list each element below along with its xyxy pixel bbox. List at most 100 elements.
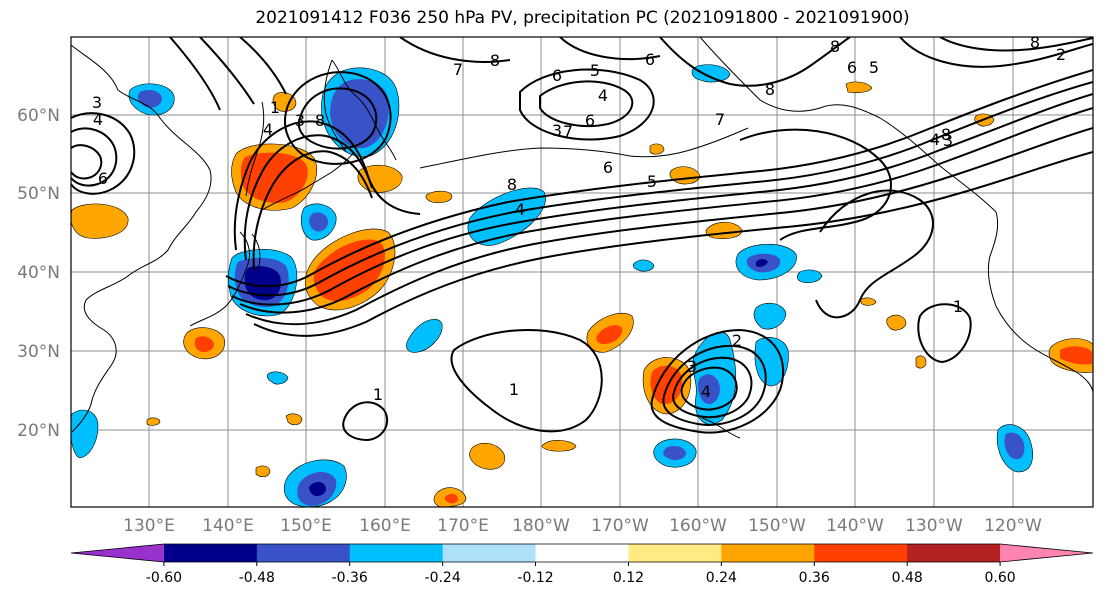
pv-contour-one (739, 128, 892, 241)
pv-contour-one (342, 401, 389, 442)
lon-label: 120°W (984, 516, 1042, 536)
colorbar-bin (71, 544, 164, 562)
precip-patch (1060, 346, 1092, 365)
precip-patch (754, 337, 789, 387)
colorbar-tick-label: -0.24 (425, 570, 461, 586)
colorbar-tick-label: 0.36 (799, 570, 830, 586)
sakhalin-coastline (245, 101, 265, 197)
colorbar-bin (163, 544, 258, 562)
colorbar-tick-label: -0.60 (146, 570, 182, 586)
contour-label: 2 (732, 331, 742, 350)
lon-label: 130°W (905, 516, 963, 536)
colorbar-bin (349, 544, 444, 562)
colorbar-bin (907, 544, 1001, 562)
pv-contour-upper (239, 37, 287, 95)
pv-contour-jet-3 (227, 81, 1093, 297)
pv-contour-low (297, 87, 378, 150)
contour-label: 7 (715, 110, 725, 129)
pv-contour-low (519, 68, 655, 141)
contour-label: 8 (315, 111, 325, 130)
precip-patch (309, 482, 326, 497)
contour-label: 5 (869, 58, 879, 77)
longitude-labels: 130°E 140°E 150°E 160°E 170°E 180°W 170°… (123, 516, 1042, 536)
precip-patch (425, 190, 453, 204)
contour-label: 3 (92, 93, 102, 112)
pv-contour-upper (399, 37, 511, 63)
contour-label: 3 (687, 357, 697, 376)
aleutian-islands (419, 127, 749, 169)
precip-patch (467, 187, 546, 246)
contour-label: 6 (552, 66, 562, 85)
lon-label: 150°W (748, 516, 806, 536)
pv-contour-upper (659, 37, 851, 87)
asia-coastline (71, 44, 212, 433)
lat-label: 50°N (17, 184, 60, 204)
contour-label: 6 (603, 158, 613, 177)
colorbar-tick-label: -0.12 (517, 570, 553, 586)
contour-label: 4 (515, 200, 525, 219)
precip-patch (541, 440, 577, 452)
precip-patch (753, 302, 787, 330)
contour-label: 3 (295, 111, 305, 130)
precip-patch (691, 64, 731, 83)
pv-contour-one (450, 329, 603, 433)
lat-label: 60°N (17, 106, 60, 126)
hawaiian-islands (701, 417, 741, 439)
pv-contour-trough (243, 134, 373, 261)
contour-label: 1 (373, 385, 383, 404)
precip-patch (255, 465, 271, 478)
contour-label: 7 (563, 122, 573, 141)
lon-label: 180°W (512, 516, 570, 536)
contour-label: 5 (590, 61, 600, 80)
precip-patch (146, 417, 161, 426)
precip-patch (632, 259, 655, 272)
pv-contour-jet-1 (231, 93, 1093, 306)
precip-patch (240, 152, 308, 204)
precip-patch (406, 319, 443, 353)
colorbar-bin (256, 544, 351, 562)
precip-patch (796, 269, 823, 284)
contour-label: 8 (1030, 33, 1040, 52)
alaska-coastline (699, 37, 997, 213)
contour-label: 4 (263, 120, 273, 139)
lon-label: 140°E (202, 516, 254, 536)
colorbar-bin (721, 544, 815, 562)
contour-label: 1 (509, 380, 519, 399)
precip-patch (266, 371, 289, 385)
pv-contours (71, 37, 1093, 442)
map-frame (70, 36, 1094, 508)
contour-label: 3 (943, 131, 953, 150)
precip-patch (859, 297, 877, 306)
lon-label: 160°E (359, 516, 411, 536)
pv-contour-upper (169, 37, 221, 111)
pv-contour-west (71, 144, 103, 180)
lon-label: 170°W (591, 516, 649, 536)
pv-contour-low (539, 80, 634, 128)
lat-label: 40°N (17, 263, 60, 283)
pv-contour-cutoff (662, 344, 767, 426)
lon-label: 140°W (826, 516, 884, 536)
lon-label: 150°E (280, 516, 332, 536)
precip-patch (915, 355, 927, 369)
pv-contour-upper (199, 37, 255, 105)
pv-contour-west (71, 112, 136, 195)
precip-patch (663, 446, 686, 461)
pv-contour-jet-4 (245, 127, 1093, 326)
pv-contour-one (815, 189, 934, 319)
pv-contour-low (284, 71, 392, 165)
map-title: 2021091412 F036 250 hPa PV, precipitatio… (255, 8, 910, 28)
precip-patch (444, 493, 458, 504)
pv-contour-trough (233, 120, 421, 251)
precip-patch (357, 164, 403, 193)
pv-contour-jet-5 (225, 69, 1093, 288)
contour-label: 3 (552, 121, 562, 140)
contour-label: 8 (490, 51, 500, 70)
colorbar-bin (628, 544, 722, 562)
precip-patch (1004, 432, 1025, 460)
precip-patch (469, 442, 506, 470)
contour-label: 5 (647, 172, 657, 191)
japan-coastline (189, 231, 261, 327)
pv-contour-upper (899, 37, 1093, 68)
contour-label: 6 (98, 169, 108, 188)
precip-patch (596, 325, 623, 344)
